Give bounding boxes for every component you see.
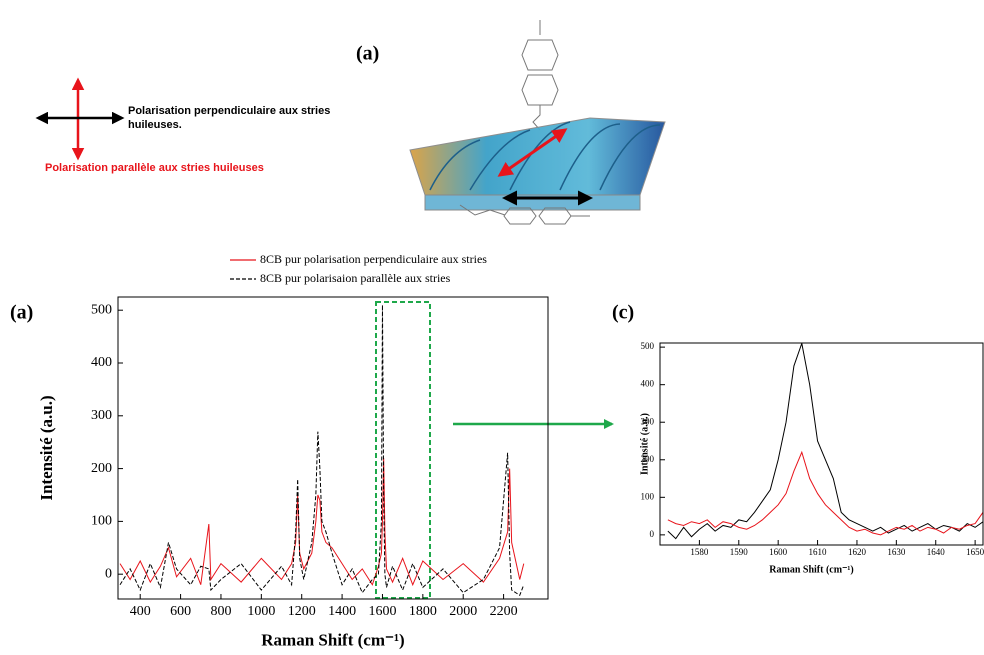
x-tick-label: 1650	[966, 547, 984, 557]
series-line	[667, 450, 983, 536]
series-line	[119, 458, 525, 587]
x-tick-label: 600	[170, 604, 191, 619]
y-tick-label: 500	[641, 341, 655, 351]
series-line	[667, 343, 983, 540]
y-axis-label: Intensité (a.u.)	[37, 395, 56, 500]
plot-frame	[659, 342, 984, 546]
x-tick-label: 800	[210, 604, 231, 619]
y-tick-label: 100	[91, 514, 112, 529]
x-tick-label: 1000	[247, 604, 275, 619]
panel-label: (a)	[356, 43, 379, 65]
perp-label-2: huileuses.	[128, 119, 182, 131]
x-tick-label: 2200	[490, 604, 518, 619]
x-tick-label: 1620	[848, 547, 867, 557]
y-tick-label: 200	[91, 461, 112, 476]
x-tick-label: 1600	[368, 604, 396, 619]
x-tick-label: 2000	[449, 604, 477, 619]
x-tick-label: 1630	[887, 547, 906, 557]
x-tick-label: 1800	[409, 604, 437, 619]
y-tick-label: 100	[641, 491, 655, 501]
x-tick-label: 1590	[730, 547, 749, 557]
legend-label: 8CB pur polarisation perpendiculaire aux…	[260, 252, 487, 266]
y-tick-label: 300	[91, 408, 112, 423]
y-tick-label: 200	[641, 454, 655, 464]
legend-label: 8CB pur polarisaion parallèle aux stries	[260, 271, 451, 285]
y-tick-label: 300	[641, 416, 655, 426]
parallel-label: Polarisation parallèle aux stries huileu…	[45, 162, 264, 174]
plot-lines	[119, 304, 525, 597]
plot-lines	[667, 343, 983, 540]
plot-frame	[117, 296, 549, 600]
x-tick-label: 1640	[927, 547, 946, 557]
x-axis-label: Raman Shift (cm⁻¹)	[261, 630, 404, 649]
y-tick-label: 400	[641, 379, 655, 389]
x-tick-label: 1400	[328, 604, 356, 619]
illustration	[409, 20, 666, 225]
x-tick-label: 1600	[769, 547, 788, 557]
zoom-box	[375, 301, 431, 599]
y-tick-label: 400	[91, 355, 112, 370]
y-tick-label: 500	[91, 302, 112, 317]
perp-label-1: Polarisation perpendiculaire aux stries	[128, 105, 330, 117]
panel-label: (a)	[10, 302, 33, 324]
x-tick-label: 1610	[809, 547, 828, 557]
y-axis-label: Intensité (a.u.)	[639, 413, 650, 475]
y-tick-label: 0	[105, 566, 112, 581]
y-tick-label: 0	[650, 529, 655, 539]
x-tick-label: 400	[130, 604, 151, 619]
panel-label: (c)	[612, 302, 634, 324]
x-tick-label: 1200	[288, 604, 316, 619]
series-line	[119, 304, 525, 597]
x-tick-label: 1580	[690, 547, 709, 557]
x-axis-label: Raman Shift (cm⁻¹)	[769, 565, 853, 576]
